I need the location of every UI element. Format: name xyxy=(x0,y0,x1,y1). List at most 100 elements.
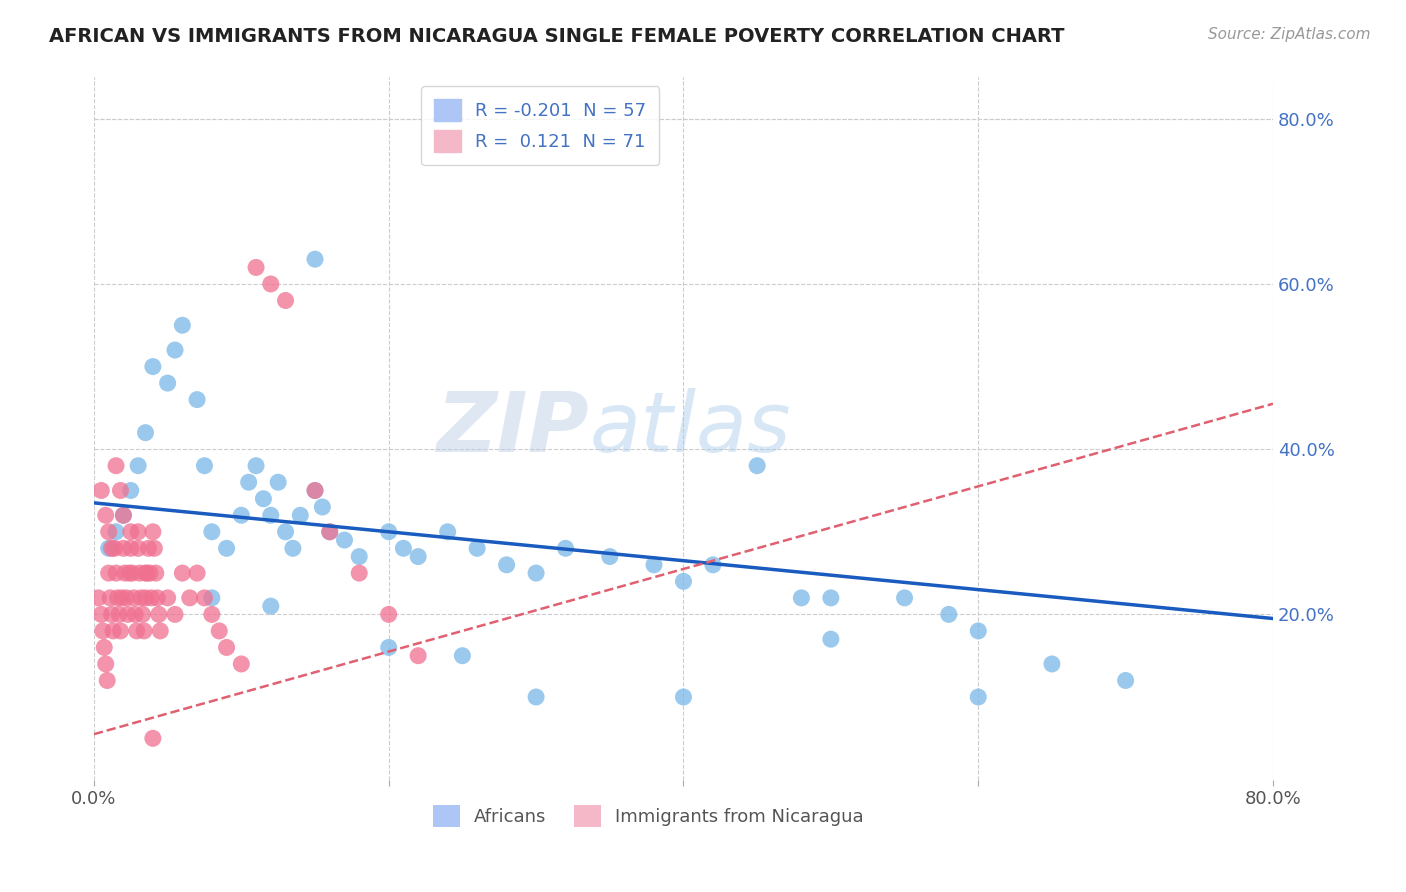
Text: atlas: atlas xyxy=(589,388,790,469)
Point xyxy=(105,458,128,473)
Point xyxy=(134,591,156,605)
Text: ZIP: ZIP xyxy=(436,388,589,469)
Point xyxy=(377,524,399,539)
Point xyxy=(117,607,139,622)
Point xyxy=(495,558,517,572)
Point xyxy=(193,458,215,473)
Point xyxy=(377,640,399,655)
Point xyxy=(128,566,150,580)
Point xyxy=(172,566,194,580)
Point xyxy=(260,508,283,523)
Point xyxy=(201,591,224,605)
Point xyxy=(136,566,159,580)
Point xyxy=(98,591,121,605)
Legend: Africans, Immigrants from Nicaragua: Africans, Immigrants from Nicaragua xyxy=(425,797,870,834)
Point xyxy=(193,591,215,605)
Point xyxy=(103,541,125,556)
Point xyxy=(201,607,224,622)
Point xyxy=(105,566,128,580)
Point xyxy=(231,508,253,523)
Point xyxy=(238,475,260,490)
Point xyxy=(377,607,399,622)
Text: AFRICAN VS IMMIGRANTS FROM NICARAGUA SINGLE FEMALE POVERTY CORRELATION CHART: AFRICAN VS IMMIGRANTS FROM NICARAGUA SIN… xyxy=(49,27,1064,45)
Point xyxy=(163,607,186,622)
Point xyxy=(252,491,274,506)
Point xyxy=(201,524,224,539)
Point xyxy=(134,425,156,440)
Point xyxy=(1115,673,1137,688)
Point xyxy=(1040,657,1063,671)
Point xyxy=(938,607,960,622)
Point xyxy=(145,566,167,580)
Point xyxy=(127,458,149,473)
Point xyxy=(554,541,576,556)
Point xyxy=(465,541,488,556)
Point xyxy=(134,566,156,580)
Point xyxy=(163,343,186,357)
Point xyxy=(87,591,110,605)
Point xyxy=(260,277,283,291)
Point xyxy=(156,591,179,605)
Point xyxy=(142,524,165,539)
Point xyxy=(148,607,170,622)
Point xyxy=(281,541,304,556)
Point xyxy=(124,607,146,622)
Point xyxy=(304,483,326,498)
Text: Source: ZipAtlas.com: Source: ZipAtlas.com xyxy=(1208,27,1371,42)
Point xyxy=(90,607,112,622)
Point xyxy=(274,293,297,308)
Point xyxy=(110,483,132,498)
Point xyxy=(127,524,149,539)
Point xyxy=(122,591,145,605)
Point xyxy=(146,591,169,605)
Point xyxy=(245,260,267,275)
Point xyxy=(142,359,165,374)
Point xyxy=(524,566,547,580)
Point xyxy=(97,524,120,539)
Point xyxy=(105,524,128,539)
Point xyxy=(127,541,149,556)
Point xyxy=(319,524,342,539)
Point xyxy=(186,566,208,580)
Point xyxy=(820,632,842,647)
Point xyxy=(101,624,124,638)
Point xyxy=(319,524,342,539)
Point xyxy=(131,607,153,622)
Point xyxy=(290,508,312,523)
Point xyxy=(112,541,135,556)
Point xyxy=(142,731,165,746)
Point xyxy=(267,475,290,490)
Point xyxy=(643,558,665,572)
Point xyxy=(111,591,134,605)
Point xyxy=(91,624,114,638)
Point xyxy=(304,483,326,498)
Point xyxy=(115,591,138,605)
Point xyxy=(967,690,990,704)
Point xyxy=(120,541,142,556)
Point xyxy=(820,591,842,605)
Point xyxy=(702,558,724,572)
Point xyxy=(672,574,695,589)
Point xyxy=(94,508,117,523)
Point xyxy=(893,591,915,605)
Point xyxy=(125,624,148,638)
Point xyxy=(100,541,122,556)
Point xyxy=(97,566,120,580)
Point xyxy=(132,624,155,638)
Point xyxy=(208,624,231,638)
Point xyxy=(138,541,160,556)
Point xyxy=(108,607,131,622)
Point xyxy=(406,648,429,663)
Point xyxy=(790,591,813,605)
Point xyxy=(260,599,283,614)
Point xyxy=(96,673,118,688)
Point xyxy=(139,566,162,580)
Point xyxy=(392,541,415,556)
Point xyxy=(967,624,990,638)
Point xyxy=(118,566,141,580)
Point xyxy=(172,318,194,333)
Point xyxy=(143,541,166,556)
Point xyxy=(93,640,115,655)
Point xyxy=(149,624,172,638)
Point xyxy=(186,392,208,407)
